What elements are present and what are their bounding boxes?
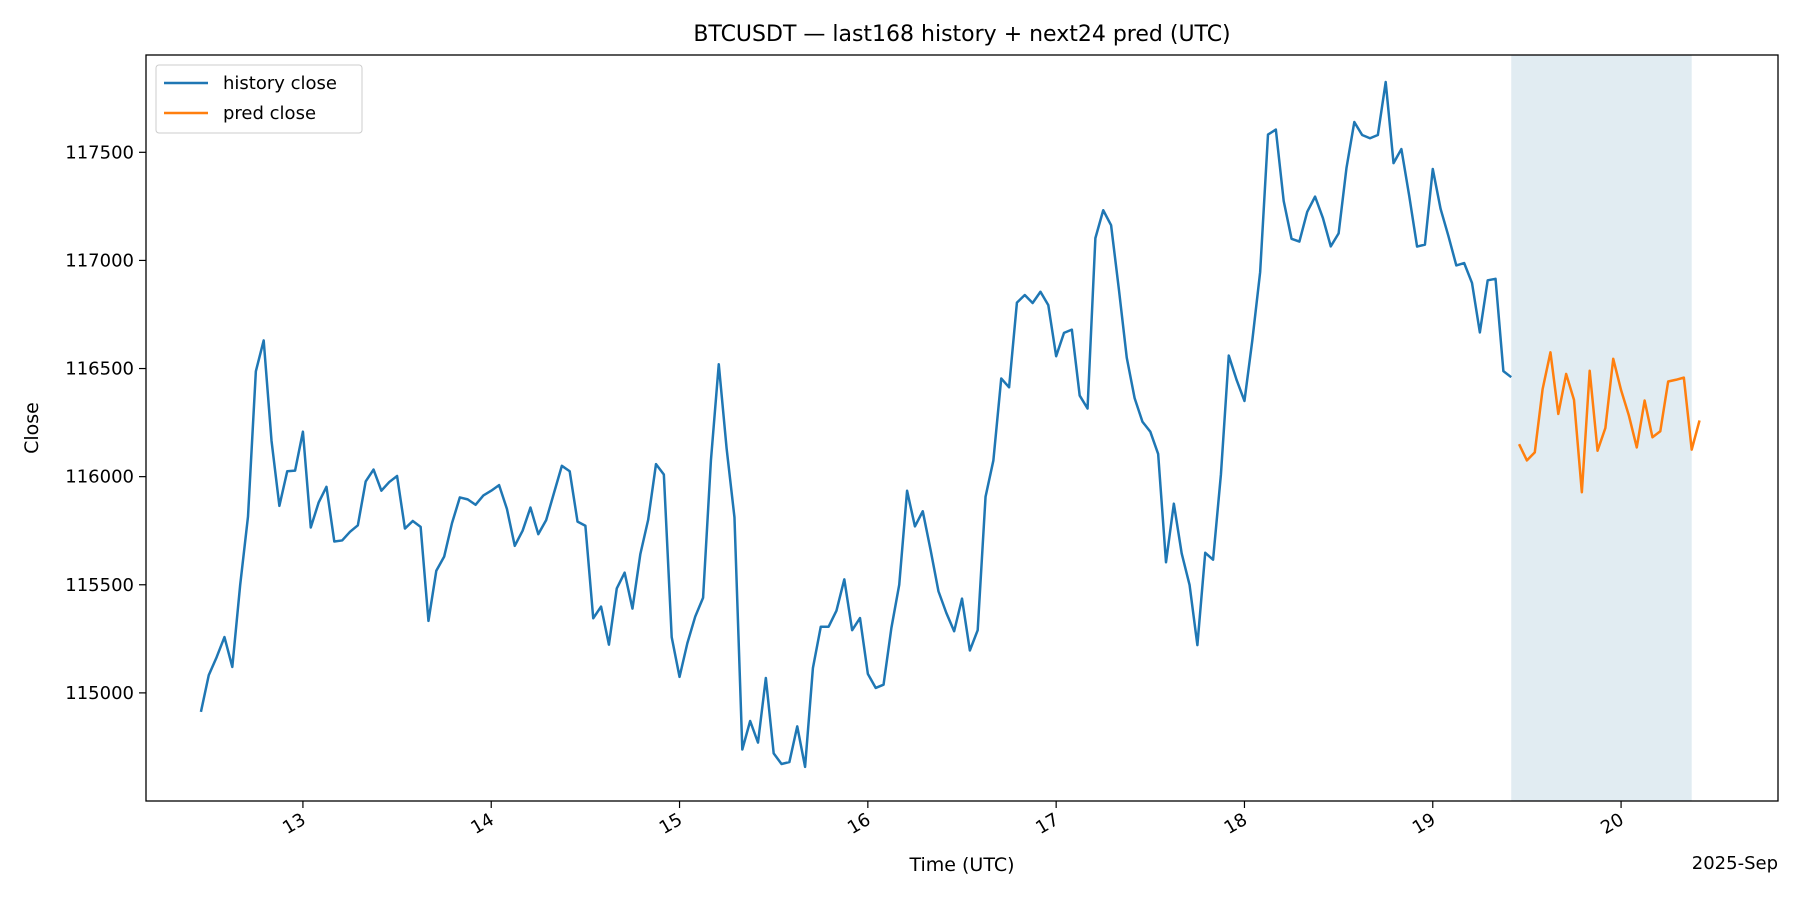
x-axis-offset-label: 2025-Sep: [1692, 853, 1778, 874]
legend: history close pred close: [155, 64, 363, 134]
y-tick-label: 116000: [65, 467, 134, 488]
legend-label-pred: pred close: [223, 103, 316, 124]
plot-frame: [145, 54, 1779, 802]
y-tick-label: 117500: [65, 142, 134, 163]
y-tick-label: 115000: [65, 683, 134, 704]
y-tick-label: 115500: [65, 575, 134, 596]
series-line-1: [1517, 351, 1701, 494]
y-axis: 115000 115500 116000 116500 117000 117500: [65, 142, 146, 704]
series-layer: [199, 80, 1701, 769]
y-tick-label: 117000: [65, 250, 134, 271]
y-axis-label: Close: [21, 402, 43, 454]
x-axis-label: Time (UTC): [908, 854, 1014, 876]
y-tick-label: 116500: [65, 359, 134, 380]
chart-title: BTCUSDT — last168 history + next24 pred …: [693, 22, 1230, 47]
series-line-0: [199, 80, 1512, 769]
legend-label-history: history close: [223, 73, 337, 94]
